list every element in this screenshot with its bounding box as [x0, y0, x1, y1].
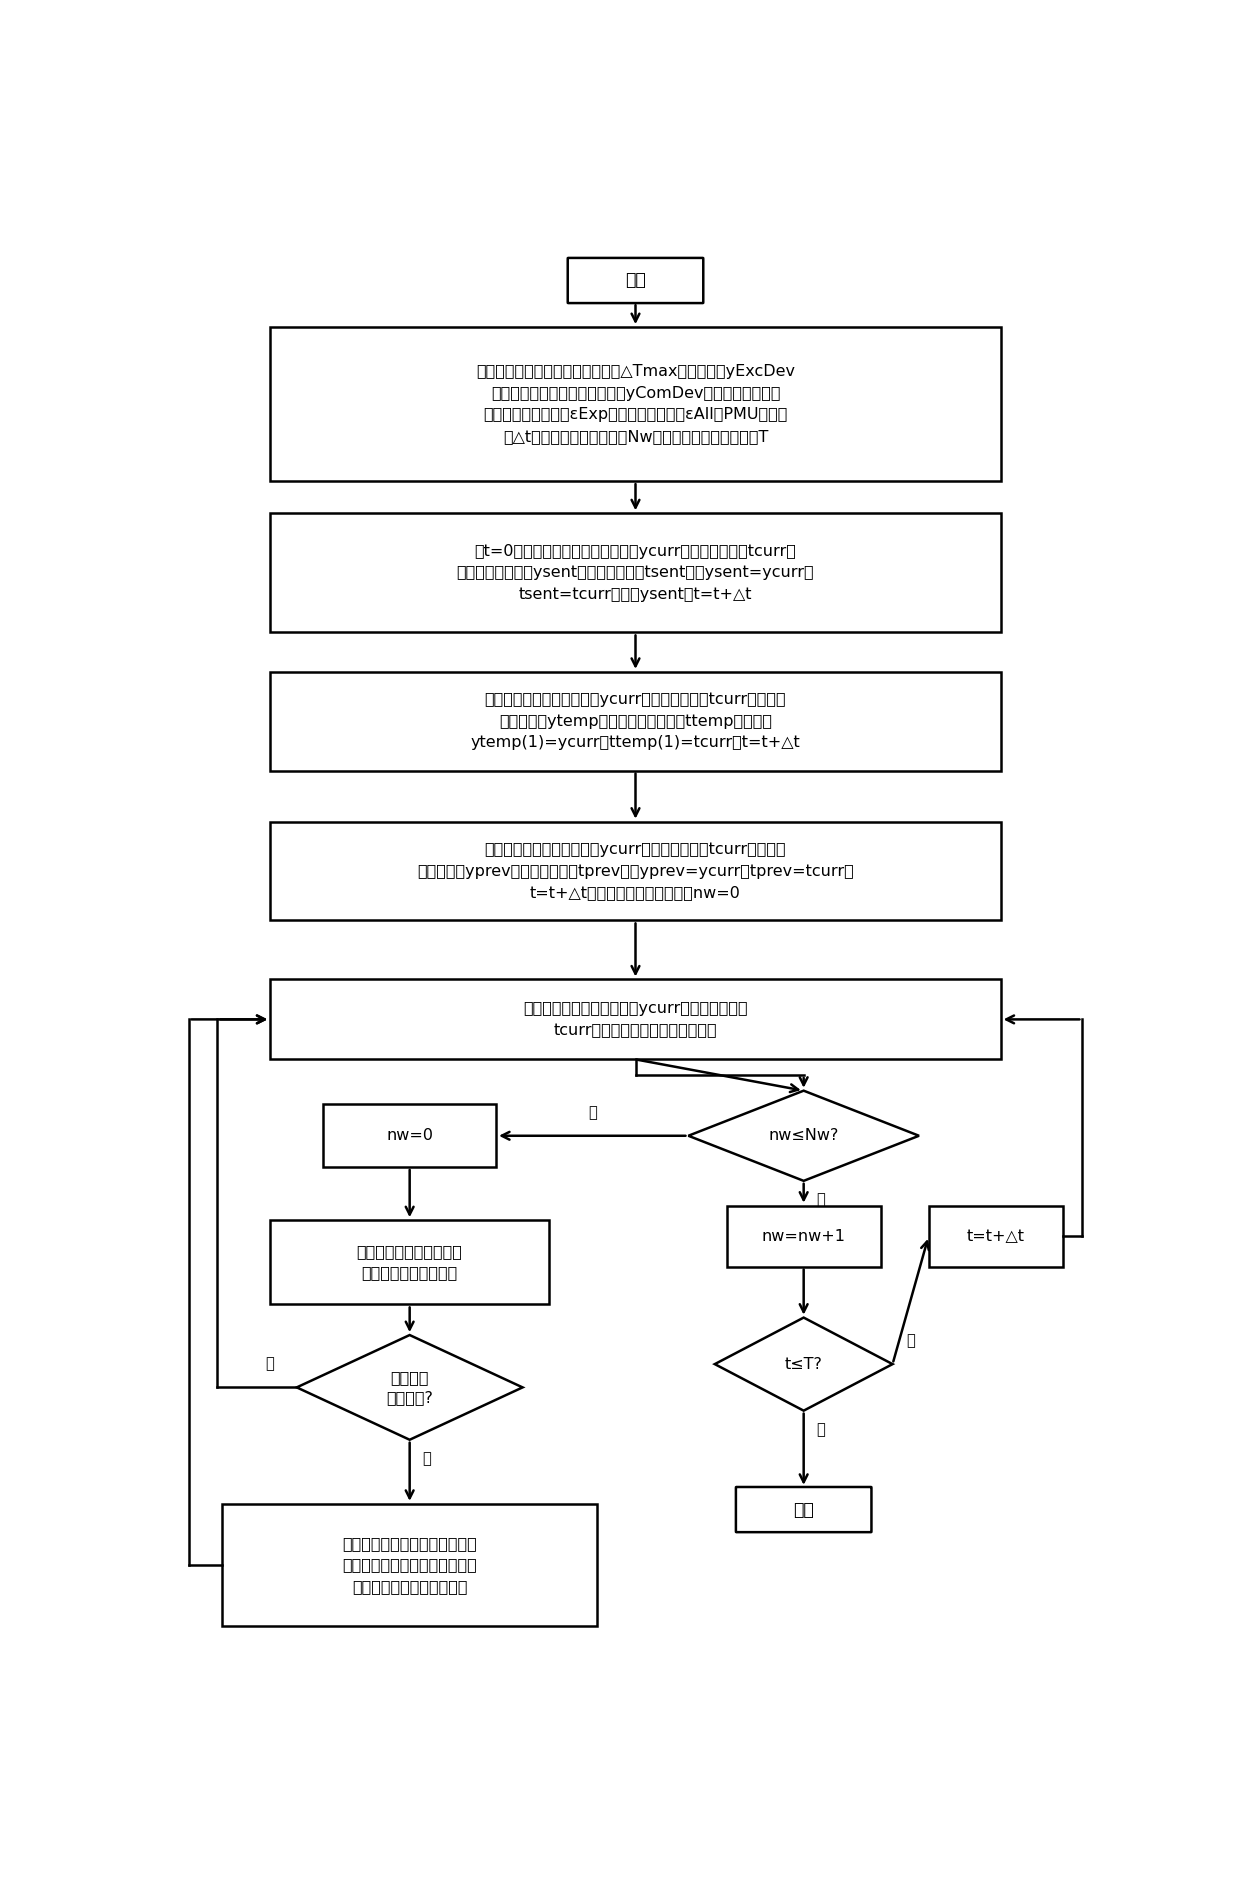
Text: nw=nw+1: nw=nw+1	[761, 1228, 846, 1243]
Text: 满足误差
需求判断?: 满足误差 需求判断?	[386, 1370, 433, 1405]
Text: 是: 是	[906, 1334, 915, 1349]
Bar	[270, 822, 1001, 920]
Text: 令t=0，获取当前时刻的量测数据点ycurr及其对应的时标tcurr，
初始化数据发送点ysent及其对应的时标tsent，令ysent=ycurr，
tsen: 令t=0，获取当前时刻的量测数据点ycurr及其对应的时标tcurr， 初始化数…	[456, 544, 815, 603]
Text: 计算误差比和动态调幅函数，计
算过滤限值和压缩限值，约束过
滤限值和压缩限值的上下限: 计算误差比和动态调幅函数，计 算过滤限值和压缩限值，约束过 滤限值和压缩限值的上…	[342, 1536, 477, 1594]
Text: nw≤Nw?: nw≤Nw?	[769, 1128, 839, 1143]
FancyBboxPatch shape	[568, 259, 703, 302]
Text: 开始: 开始	[625, 272, 646, 289]
Text: t≤T?: t≤T?	[785, 1356, 822, 1371]
Text: t=t+△t: t=t+△t	[967, 1228, 1025, 1243]
Bar	[324, 1105, 496, 1167]
Text: 否: 否	[588, 1105, 596, 1120]
Text: 执行线性插值重构过程，
计算压缩比和重构误差: 执行线性插值重构过程， 计算压缩比和重构误差	[357, 1245, 463, 1281]
Text: 获取当前时刻的量测数据点ycurr及其对应的时标tcurr，初始化
临时数据点ytemp堆栈及其对应的时标ttemp堆栈，令
ytemp(1)=ycurr，tt: 获取当前时刻的量测数据点ycurr及其对应的时标tcurr，初始化 临时数据点y…	[471, 691, 800, 750]
Bar	[270, 514, 1001, 633]
Text: 是: 是	[265, 1356, 274, 1371]
Bar	[270, 327, 1001, 482]
Bar	[270, 672, 1001, 771]
Polygon shape	[296, 1336, 522, 1439]
Polygon shape	[714, 1319, 893, 1411]
Bar	[270, 979, 1001, 1060]
Text: 获取当前时刻的量测数据点ycurr及其对应的时标
tcurr，并执行过滤旋转门趋势压缩: 获取当前时刻的量测数据点ycurr及其对应的时标 tcurr，并执行过滤旋转门趋…	[523, 1001, 748, 1037]
Text: 获取当前时刻的量测数据点ycurr及其对应的时标tcurr，初始化
前一数据点yprev及其对应的时标tprev，令yprev=ycurr，tprev=tcur: 获取当前时刻的量测数据点ycurr及其对应的时标tcurr，初始化 前一数据点y…	[417, 842, 854, 901]
Text: 是: 是	[817, 1192, 826, 1207]
Bar	[929, 1205, 1063, 1268]
FancyBboxPatch shape	[735, 1487, 872, 1532]
Bar	[222, 1504, 598, 1626]
Text: 结束: 结束	[794, 1500, 813, 1519]
Polygon shape	[688, 1090, 919, 1181]
Bar	[270, 1220, 549, 1305]
Text: 设定实时压缩参数：最大传输间隔△Tmax，过滤限值yExcDev
的初始值和上下限值，压缩限值yComDev的初始值和上下限
值，期望的重构误差εExp，容许的: 设定实时压缩参数：最大传输间隔△Tmax，过滤限值yExcDev 的初始值和上下…	[476, 365, 795, 444]
Text: nw=0: nw=0	[386, 1128, 433, 1143]
Text: 否: 否	[423, 1451, 432, 1466]
Bar	[727, 1205, 880, 1268]
Text: 否: 否	[817, 1422, 826, 1438]
